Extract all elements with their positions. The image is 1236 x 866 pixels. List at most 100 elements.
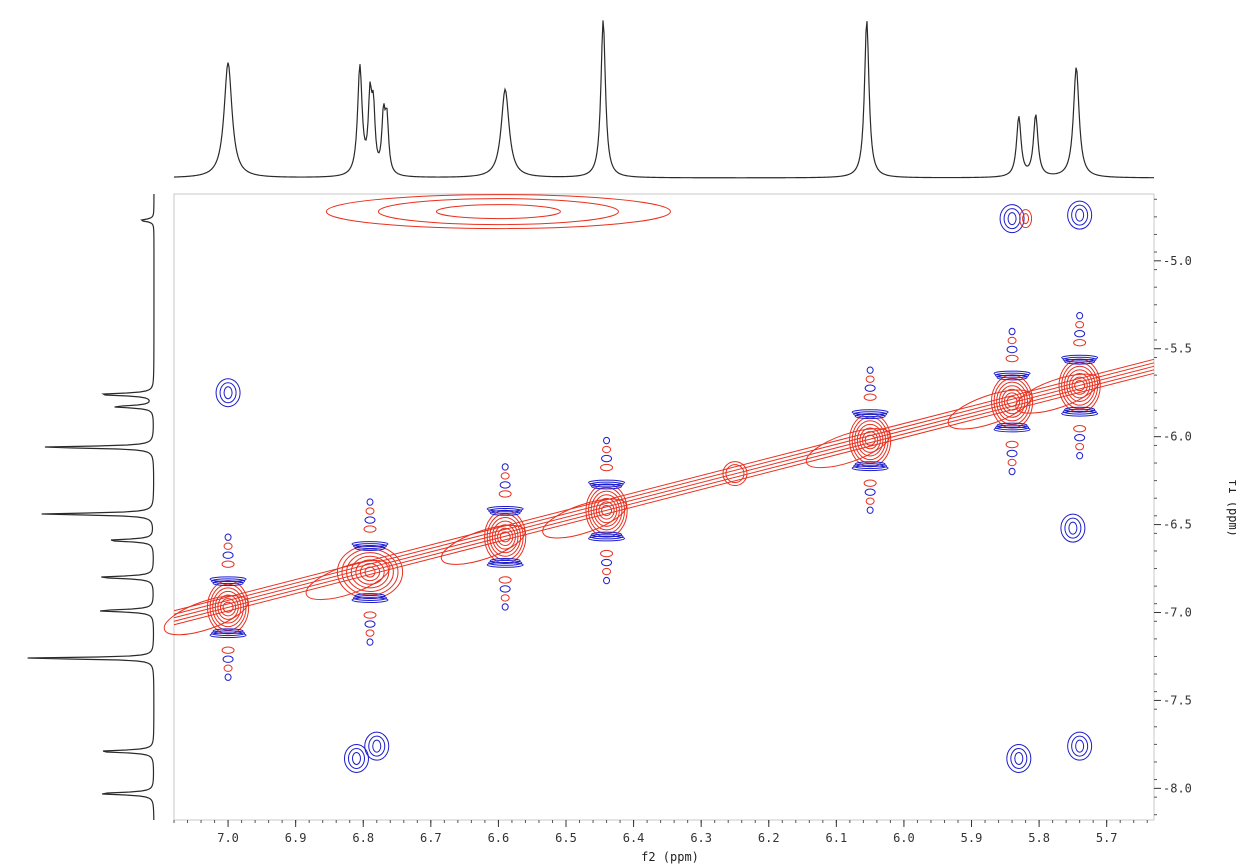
negative-contour (354, 593, 386, 599)
positive-contour (1071, 376, 1088, 395)
positive-contour (163, 595, 249, 636)
positive-contour (595, 497, 618, 524)
negative-contour (603, 436, 611, 445)
negative-contour (1008, 327, 1016, 336)
y-tick-label: -5.0 (1163, 254, 1192, 268)
positive-contour (1022, 213, 1030, 225)
positive-contour (489, 516, 522, 557)
negative-contour (1064, 358, 1096, 365)
positive-contour (336, 544, 404, 600)
negative-contour (589, 533, 624, 540)
negative-contour (354, 545, 386, 551)
negative-contour (366, 498, 374, 506)
positive-contour (494, 524, 516, 550)
positive-contour (497, 527, 514, 546)
negative-cross-peak (1006, 743, 1032, 773)
diagonal-ridge-contour (173, 358, 1155, 612)
positive-contour (1001, 388, 1023, 415)
x-tick-label: 6.6 (488, 831, 510, 845)
f1-projection-spectrum (27, 194, 155, 821)
negative-contour (351, 751, 361, 765)
positive-contour (500, 594, 510, 602)
negative-contour (1061, 354, 1099, 361)
positive-contour (805, 428, 891, 469)
positive-contour (363, 611, 377, 619)
x-tick-label: 6.2 (758, 831, 780, 845)
negative-contour (1060, 513, 1086, 543)
negative-contour (1010, 747, 1028, 769)
negative-contour (1006, 345, 1018, 354)
positive-contour (1068, 372, 1091, 399)
positive-contour (364, 566, 376, 578)
negative-contour (864, 488, 876, 496)
negative-cross-peak (1060, 513, 1086, 543)
positive-contour (947, 389, 1033, 430)
x-tick-label: 6.7 (420, 831, 442, 845)
positive-contour (601, 505, 613, 517)
diagonal-peak (1015, 311, 1101, 460)
positive-contour (1075, 320, 1085, 329)
negative-contour (486, 561, 524, 568)
negative-contour (851, 409, 889, 416)
positive-contour (862, 431, 879, 450)
negative-contour (1071, 735, 1089, 757)
diagonal-peak (305, 498, 404, 646)
contour-plot (163, 194, 1155, 773)
negative-contour (853, 463, 888, 470)
negative-contour (353, 543, 387, 549)
positive-contour (440, 524, 526, 565)
positive-contour (325, 194, 671, 230)
positive-contour (542, 498, 627, 539)
y-tick-label: -6.5 (1163, 518, 1192, 532)
f2-projection-trace (173, 20, 1155, 179)
negative-contour (1071, 204, 1089, 226)
x-tick-label: 6.9 (285, 831, 307, 845)
negative-contour (501, 603, 509, 611)
negative-contour (1064, 406, 1096, 413)
negative-contour (351, 597, 389, 603)
positive-contour (365, 507, 375, 515)
positive-contour (863, 393, 877, 401)
positive-contour (365, 629, 375, 637)
f1-projection-trace (27, 194, 155, 821)
negative-contour (224, 533, 232, 541)
negative-contour (211, 578, 246, 585)
positive-contour (593, 494, 620, 527)
f2-projection-spectrum (173, 20, 1155, 179)
negative-contour (364, 620, 376, 628)
negative-contour (1006, 449, 1018, 458)
negative-cross-peak (999, 204, 1025, 234)
negative-contour (591, 531, 623, 538)
negative-contour (993, 426, 1031, 433)
negative-contour (209, 576, 247, 583)
f1-axis-title: f1 (ppm) (1226, 479, 1236, 537)
negative-contour (499, 481, 511, 489)
negative-contour (343, 743, 369, 773)
diagonal-peak (440, 463, 527, 611)
y-tick-label: -5.5 (1163, 342, 1192, 356)
positive-cross-peak (1019, 209, 1033, 229)
positive-contour (377, 198, 619, 226)
negative-contour (219, 382, 237, 404)
diagonal-peak (542, 436, 628, 585)
positive-contour (863, 479, 877, 487)
negative-contour (1075, 739, 1085, 753)
negative-contour (351, 541, 389, 547)
x-tick-label: 6.1 (826, 831, 848, 845)
positive-contour (1007, 458, 1017, 467)
negative-contour (499, 585, 511, 593)
negative-contour (1064, 517, 1082, 539)
negative-contour (223, 386, 233, 400)
positive-contour (1005, 354, 1019, 363)
negative-contour (364, 516, 376, 524)
positive-contour (1019, 209, 1033, 229)
negative-contour (1074, 433, 1086, 442)
positive-contour (1075, 442, 1085, 451)
negative-contour (215, 378, 241, 408)
negative-contour (1067, 731, 1093, 761)
negative-contour (993, 370, 1031, 377)
positive-contour (221, 560, 235, 568)
negative-contour (1076, 451, 1084, 460)
diagonal-ridge-contour (173, 372, 1155, 626)
